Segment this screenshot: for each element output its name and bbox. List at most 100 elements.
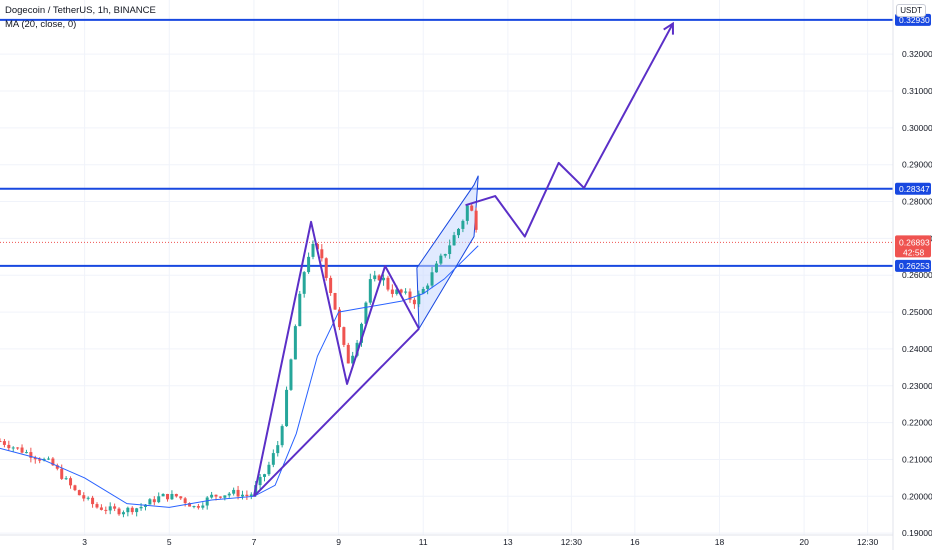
candle-body: [320, 249, 324, 259]
candle-body: [263, 474, 267, 477]
candle-body: [421, 288, 425, 294]
level-badge-label: 0.28347: [899, 184, 930, 194]
candle-body: [412, 299, 416, 305]
candle-body: [201, 505, 205, 508]
candle-body: [267, 464, 271, 475]
y-tick-label: 0.20000: [902, 491, 932, 501]
candle-body: [373, 275, 377, 280]
projection-path: [465, 23, 674, 238]
candle-body: [170, 493, 174, 500]
candle-body: [430, 272, 434, 286]
candle-body: [382, 277, 386, 281]
candle-body: [82, 495, 86, 499]
channel-area: [416, 175, 479, 331]
candle-body: [461, 220, 465, 229]
candle-body: [232, 489, 236, 494]
candle-body: [360, 323, 364, 343]
y-tick-label: 0.19000: [902, 528, 932, 538]
chart-legend: Dogecoin / TetherUS, 1h, BINANCE MA (20,…: [5, 4, 156, 32]
candlesticks: [0, 202, 478, 518]
candle-body: [426, 285, 430, 289]
candle-body: [7, 444, 11, 449]
candle-body: [60, 468, 64, 479]
candle-body: [11, 447, 15, 449]
candle-body: [2, 441, 6, 445]
candle-body: [342, 327, 346, 345]
candle-body: [240, 494, 244, 497]
candle-body: [386, 277, 390, 290]
y-tick-label: 0.23000: [902, 381, 932, 391]
projection-arrowhead: [663, 21, 674, 35]
x-tick-label: 20: [799, 537, 809, 547]
candle-body: [245, 494, 249, 496]
candle-body: [351, 355, 355, 364]
candle-body: [91, 497, 95, 505]
y-tick-label: 0.31000: [902, 86, 932, 96]
candle-body: [152, 499, 156, 503]
candle-body: [390, 289, 394, 294]
candle-body: [104, 509, 108, 511]
candle-body: [285, 389, 289, 427]
candle-body: [289, 359, 293, 390]
time-axis: 3 5 7 9 11 13 12:30 16 18 20 12:30: [82, 537, 878, 547]
candle-body: [24, 452, 28, 454]
candle-body: [183, 498, 187, 504]
y-tick-label: 0.28000: [902, 197, 932, 207]
currency-selector[interactable]: USDT: [896, 4, 926, 17]
candle-body: [139, 506, 143, 509]
candle-body: [205, 497, 209, 506]
candle-body: [311, 243, 315, 257]
candle-body: [474, 210, 478, 230]
candle-body: [179, 496, 183, 499]
candle-body: [73, 485, 77, 491]
candle-body: [443, 254, 447, 256]
candle-body: [218, 496, 222, 498]
x-tick-label: 12:30: [857, 537, 879, 547]
countdown-label: 42:58: [903, 247, 925, 257]
y-tick-label: 0.24000: [902, 344, 932, 354]
y-tick-label: 0.25000: [902, 307, 932, 317]
candle-body: [46, 458, 50, 460]
candle-body: [33, 457, 37, 460]
candle-body: [126, 507, 130, 513]
candle-body: [38, 459, 42, 461]
current-price-badge: [895, 235, 931, 258]
x-tick-label: 11: [419, 537, 428, 547]
candle-body: [280, 426, 284, 446]
candle-body: [271, 453, 275, 465]
candle-body: [99, 507, 103, 510]
candle-body: [395, 289, 399, 294]
candle-body: [346, 344, 350, 364]
x-tick-label: 5: [167, 537, 172, 547]
candle-body: [113, 506, 117, 509]
candle-body: [130, 507, 134, 513]
candle-body: [448, 245, 452, 255]
level-badge-label: 0.32930: [899, 15, 930, 25]
candle-body: [404, 291, 408, 293]
candle-body: [417, 293, 421, 305]
candle-body: [16, 447, 20, 449]
candle-body: [188, 503, 192, 507]
pattern-drawings: [252, 21, 674, 498]
candle-body: [117, 508, 121, 515]
candle-body: [161, 493, 165, 497]
candle-body: [157, 496, 161, 503]
candle-body: [249, 494, 253, 496]
candle-body: [408, 291, 412, 300]
candle-body: [0, 441, 2, 443]
current-price-label: 0.26893: [899, 237, 930, 247]
candle-body: [276, 445, 280, 454]
level-badge: [895, 182, 931, 195]
x-tick-label: 16: [630, 537, 640, 547]
candle-body: [108, 506, 112, 511]
candle-body: [377, 275, 381, 281]
x-tick-label: 9: [336, 537, 341, 547]
candle-body: [302, 272, 306, 294]
candle-body: [307, 256, 311, 273]
candle-body: [470, 205, 474, 211]
candle-body: [135, 508, 139, 513]
candle-body: [69, 478, 73, 486]
chart-grid: [0, 0, 893, 535]
